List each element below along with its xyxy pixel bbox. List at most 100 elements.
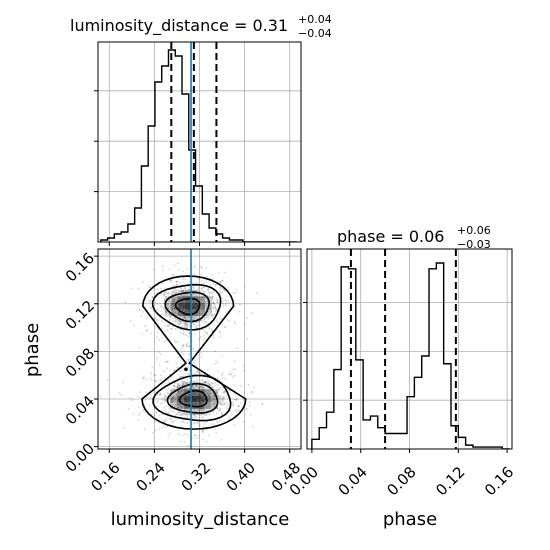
- sample-point: [161, 384, 164, 387]
- sample-point: [178, 389, 181, 392]
- sample-point: [151, 431, 154, 434]
- sample-point: [251, 390, 253, 393]
- sample-point: [214, 310, 217, 312]
- histogram-phase: [311, 262, 510, 449]
- sample-point: [138, 346, 140, 349]
- sample-point: [186, 343, 189, 345]
- y-tick-label-phase: 0.04: [62, 392, 98, 428]
- density-cell: [191, 302, 199, 310]
- sample-point: [165, 418, 168, 421]
- sample-point: [228, 301, 231, 303]
- sample-point: [196, 408, 199, 411]
- contour-lines: [141, 275, 247, 430]
- sample-point: [184, 287, 186, 290]
- sample-point: [180, 290, 183, 293]
- sample-point: [219, 287, 222, 290]
- sample-point: [176, 418, 179, 420]
- sample-point: [183, 387, 186, 390]
- sample-point: [171, 421, 173, 423]
- sample-point: [174, 311, 176, 314]
- sample-point: [130, 287, 133, 290]
- sample-point: [195, 282, 198, 284]
- sample-point: [227, 389, 229, 391]
- sample-point: [174, 387, 176, 390]
- sample-point: [164, 291, 167, 294]
- sample-point: [205, 414, 208, 417]
- sample-point: [196, 422, 199, 425]
- sample-point: [188, 315, 190, 318]
- sample-point: [204, 316, 207, 319]
- sample-point: [192, 437, 195, 439]
- sample-point: [180, 405, 183, 408]
- sample-point: [210, 296, 213, 299]
- sample-point: [202, 302, 205, 305]
- sample-point: [209, 392, 212, 395]
- sample-point: [205, 440, 208, 443]
- sample-point: [191, 316, 194, 319]
- sample-point: [170, 398, 173, 400]
- sample-point: [163, 340, 165, 343]
- sample-point: [208, 291, 211, 294]
- sample-point: [206, 377, 209, 380]
- sample-point: [177, 373, 180, 376]
- sample-point: [171, 309, 173, 312]
- sample-point: [213, 402, 216, 404]
- sample-point: [214, 283, 217, 286]
- sample-point: [208, 296, 211, 299]
- sample-point: [168, 300, 171, 302]
- sample-point: [205, 380, 207, 383]
- sample-point: [222, 279, 224, 282]
- sample-point: [193, 323, 196, 326]
- sample-point: [181, 316, 183, 318]
- sample-point: [169, 316, 172, 319]
- sample-point: [228, 320, 231, 323]
- sample-point: [193, 267, 196, 269]
- sample-point: [205, 320, 208, 323]
- sample-point: [224, 402, 226, 405]
- sample-point: [182, 333, 185, 335]
- sample-point: [209, 383, 212, 386]
- sample-point: [187, 366, 190, 369]
- sample-point: [182, 344, 185, 347]
- sample-point: [175, 362, 178, 365]
- sample-point: [186, 324, 188, 326]
- sample-point: [210, 423, 213, 426]
- sample-point: [156, 288, 159, 291]
- density-cell: [197, 395, 205, 403]
- sample-point: [180, 375, 182, 378]
- sample-point: [179, 414, 182, 417]
- sample-point: [200, 287, 203, 290]
- sample-point: [180, 424, 183, 427]
- x-tick-label-luminosity-distance: 0.40: [223, 459, 259, 495]
- sample-point: [166, 329, 169, 332]
- sample-point: [202, 438, 205, 441]
- sample-point: [187, 433, 189, 436]
- sample-point: [162, 302, 165, 305]
- sample-point: [243, 369, 246, 372]
- sample-point: [228, 372, 230, 375]
- sample-point: [173, 385, 176, 387]
- sample-point: [198, 386, 201, 389]
- sample-point: [154, 429, 157, 432]
- sample-point: [168, 323, 170, 325]
- sample-point: [223, 396, 226, 399]
- sample-point: [187, 353, 190, 355]
- sample-point: [182, 412, 185, 415]
- sample-point: [163, 406, 166, 409]
- sample-point: [204, 381, 206, 384]
- sample-point: [198, 410, 201, 412]
- sample-point: [212, 397, 215, 400]
- sample-point: [174, 398, 177, 401]
- sample-point: [184, 287, 187, 290]
- sample-point: [223, 326, 226, 328]
- sample-point: [182, 330, 185, 333]
- sample-point: [182, 270, 185, 273]
- sample-point: [175, 403, 178, 405]
- sample-point: [200, 306, 203, 309]
- sample-point: [203, 331, 206, 334]
- sample-point: [212, 423, 215, 425]
- sample-point: [216, 321, 219, 324]
- sample-point: [183, 441, 186, 443]
- sample-point: [176, 406, 179, 409]
- sample-point: [193, 421, 196, 424]
